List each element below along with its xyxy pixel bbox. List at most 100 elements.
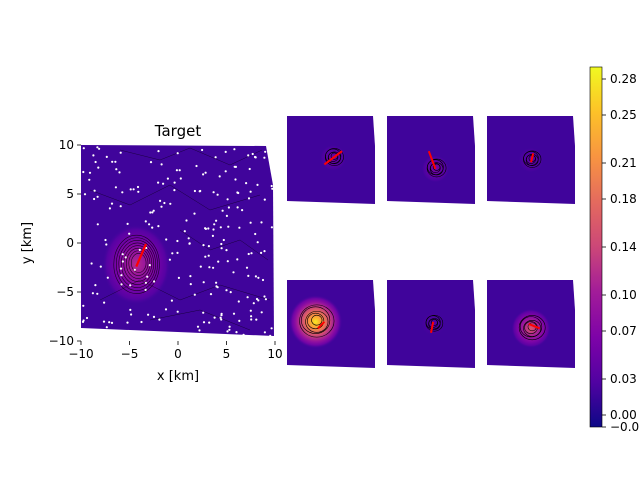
station-point [222,238,225,242]
station-point [149,161,153,164]
station-point [144,220,147,223]
station-point [260,221,263,224]
station-point [270,160,273,163]
station-point [264,298,267,301]
station-point [202,173,205,176]
target-heatmap [81,145,274,337]
prediction-contour [307,312,325,330]
colorbar-tick-label: 0.00 [610,408,637,422]
station-point [165,238,168,241]
station-point [270,184,273,188]
station-point [82,170,85,174]
target-title: Target [154,122,202,140]
station-point [121,191,124,194]
prediction-contour [301,306,331,334]
station-point [82,147,85,150]
station-point [119,205,122,208]
station-point [225,289,228,292]
station-point [119,267,123,270]
station-point [91,292,94,295]
prediction-contour [426,158,447,178]
station-point [160,205,163,208]
station-point [157,181,160,184]
station-point [209,293,213,296]
prediction-contour [519,316,543,338]
prediction-panel [387,116,475,204]
station-point [187,237,190,240]
station-point [96,195,99,198]
station-point [152,315,156,318]
station-point [185,219,188,222]
station-point [261,278,265,282]
station-point [260,251,263,254]
station-point [202,244,205,247]
y-axis-label: y [km] [20,222,35,264]
station-point [195,164,198,168]
station-point [252,302,255,305]
station-point [227,206,230,209]
x-tick-label: 5 [223,347,231,361]
station-point [138,248,141,251]
station-point [202,311,205,314]
target-contour [123,245,153,282]
station-point [212,191,215,194]
station-point [251,152,254,156]
prediction-contour [429,162,444,176]
station-point [105,243,108,246]
prediction-panel [287,116,375,204]
station-point [88,178,91,181]
station-point [238,226,241,229]
station-point [93,197,96,201]
prediction-panel [387,280,475,368]
station-point [144,288,147,291]
station-point [218,175,221,178]
prediction-panel [487,116,575,204]
station-point [226,260,229,263]
station-point [96,223,99,226]
station-point [115,168,118,171]
station-point [256,241,259,244]
station-point [82,319,85,322]
station-point [83,193,87,196]
station-point [249,190,252,193]
station-point [255,318,258,321]
station-point [255,297,259,301]
station-point [130,313,133,316]
prediction-contour [299,304,335,338]
colorbar-tick-label: 0.21 [610,156,637,170]
target-contour [149,309,251,331]
x-tick-label: 10 [267,347,282,361]
colorbar-gradient [589,66,603,428]
station-point [250,318,253,321]
station-point [214,156,217,159]
station-point [105,155,108,158]
station-point [176,152,179,155]
y-tick-label: −10 [49,334,74,348]
station-point [108,207,111,210]
station-point [176,251,179,254]
station-point [263,198,266,201]
station-point [198,329,201,332]
station-point [103,301,106,304]
prediction-contour [328,152,339,162]
station-point [236,206,239,209]
station-point [246,296,249,299]
station-point [225,214,228,217]
prediction-peak-field [288,295,343,349]
station-point [245,266,249,269]
station-point [171,252,174,255]
station-point [204,227,207,230]
station-point [118,171,121,174]
station-point [249,309,252,312]
station-point [234,165,237,168]
station-point [269,334,272,337]
target-axes: −10 −5 0 5 10 −10 −5 0 5 10 [49,138,283,361]
station-point [199,189,202,193]
target-contour [89,184,261,211]
y-tick-label: −5 [56,285,74,299]
station-point [111,160,114,163]
station-point [166,177,169,180]
prediction-contour [327,151,341,164]
station-point [215,219,218,222]
station-point [110,202,114,205]
